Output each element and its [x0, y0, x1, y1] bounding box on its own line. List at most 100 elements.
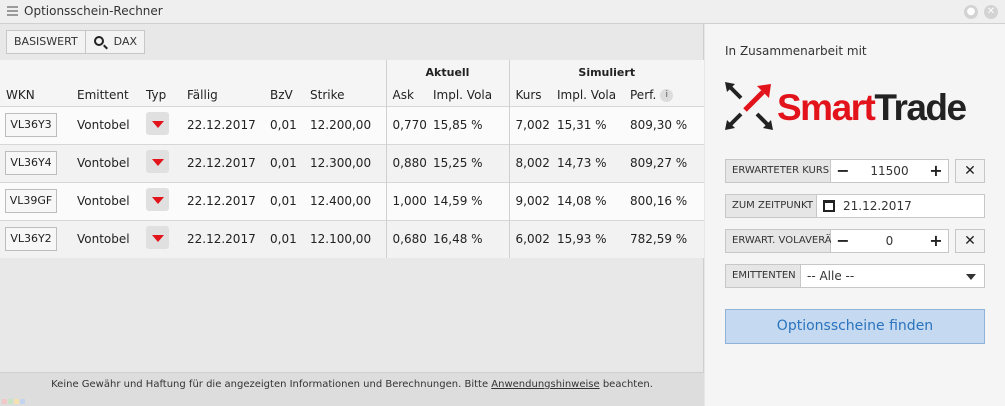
col-header-ask: Ask [385, 84, 433, 106]
date-row: ZUM ZEITPUNKT 21.12.2017 [725, 194, 985, 218]
col-header-impl-vola: Impl. Vola [433, 84, 509, 106]
emittent-cell: Vontobel [77, 181, 146, 220]
expected-price-value[interactable]: 11500 [870, 164, 909, 178]
plus-icon[interactable]: + [929, 231, 943, 250]
underlying-label: DAX [113, 35, 138, 48]
col-header-kurs: Kurs [508, 84, 557, 106]
col-header-sim-vola: Impl. Vola [557, 84, 630, 106]
table-row: VL36Y2 Vontobel 22.12.2017 0,01 12.100,00 0,6… [0, 219, 704, 258]
date-value[interactable]: 21.12.2017 [843, 199, 912, 213]
search-icon [93, 36, 104, 46]
date-label: ZUM ZEITPUNKT [725, 194, 817, 218]
col-header-bzv: BzV [270, 84, 310, 106]
disclaimer-text-end: beachten. [599, 379, 653, 390]
underlying-search-button[interactable]: DAX [85, 30, 146, 54]
vola-row: ERWART. VOLAVERÄND. % − 0 + [725, 229, 949, 253]
col-header-perf: Perf. i [630, 84, 704, 106]
bzv-cell: 0,01 [270, 219, 310, 258]
sim-vola-cell: 14,08 % [557, 181, 630, 220]
kurs-cell: 6,002 [508, 219, 557, 258]
impl-vola-cell: 15,25 % [433, 143, 509, 182]
settings-icon[interactable]: ● [964, 5, 978, 19]
ask-cell: 0,770 [385, 105, 433, 144]
perf-cell: 800,16 % [630, 181, 704, 220]
faellig-cell: 22.12.2017 [187, 219, 270, 258]
sim-vola-cell: 15,31 % [557, 105, 630, 144]
find-warrants-button[interactable]: Optionsscheine finden [725, 309, 985, 344]
strike-cell: 12.300,00 [310, 143, 386, 182]
table-row: VL36Y3 Vontobel 22.12.2017 0,01 12.200,00 0,7… [0, 105, 704, 144]
perf-cell: 782,59 % [630, 219, 704, 258]
strike-cell: 12.100,00 [310, 219, 386, 258]
put-type-icon[interactable] [146, 112, 169, 135]
col-header-typ: Typ [146, 84, 187, 106]
col-header-emittent: Emittent [77, 84, 146, 106]
close-icon[interactable]: ✕ [984, 5, 998, 19]
results-panel: BASISWERT DAX Aktuell Simuliert WKN Emit… [0, 24, 704, 406]
toolbar: BASISWERT DAX [6, 30, 146, 54]
emittenten-row: EMITTENTEN -- Alle -- [725, 264, 985, 288]
put-type-icon[interactable] [146, 188, 169, 211]
minus-icon[interactable]: − [836, 231, 850, 250]
svg-text:SmartTrade: SmartTrade [777, 87, 967, 128]
calendar-icon[interactable] [823, 200, 835, 212]
put-type-icon[interactable] [146, 150, 169, 173]
plus-icon[interactable]: + [929, 161, 943, 180]
kurs-cell: 8,002 [508, 143, 557, 182]
results-table: Aktuell Simuliert WKN Emittent Typ Fälli… [0, 60, 704, 258]
basiswert-button[interactable]: BASISWERT [6, 30, 86, 54]
emittent-cell: Vontobel [77, 105, 146, 144]
table-row: VL39GF Vontobel 22.12.2017 0,01 12.400,00 1,0… [0, 181, 704, 220]
kurs-cell: 9,002 [508, 181, 557, 220]
sim-vola-cell: 14,73 % [557, 143, 630, 182]
sim-vola-cell: 15,93 % [557, 219, 630, 258]
minus-icon[interactable]: − [836, 161, 850, 180]
group-header-aktuell: Aktuell [385, 60, 509, 84]
expected-price-label: ERWARTETER KURS [725, 159, 831, 183]
expected-price-stepper[interactable]: − 11500 + [831, 159, 949, 183]
window-title: Optionsschein-Rechner [24, 4, 163, 18]
impl-vola-cell: 14,59 % [433, 181, 509, 220]
col-header-strike: Strike [310, 84, 386, 106]
vola-label: ERWART. VOLAVERÄND. % [725, 229, 863, 253]
perf-cell: 809,30 % [630, 105, 704, 144]
col-header-faellig: Fällig [187, 84, 270, 106]
vola-value[interactable]: 0 [885, 234, 894, 248]
clear-vola-button[interactable]: ✕ [955, 229, 985, 253]
bzv-cell: 0,01 [270, 181, 310, 220]
emittenten-value: -- Alle -- [807, 269, 855, 283]
strike-cell: 12.400,00 [310, 181, 386, 220]
kurs-cell: 7,002 [508, 105, 557, 144]
calculator-panel: In Zusammenarbeit mit SmartTrade ERWARTE… [705, 24, 1005, 406]
title-bar: Optionsschein-Rechner ● ✕ [0, 0, 1005, 24]
chevron-down-icon [966, 274, 976, 280]
wkn-button[interactable]: VL36Y4 [5, 151, 57, 175]
menu-icon[interactable] [7, 6, 18, 17]
expected-price-row: ERWARTETER KURS − 11500 + [725, 159, 949, 183]
put-type-icon[interactable] [146, 226, 169, 250]
emittenten-select[interactable]: -- Alle -- [801, 264, 985, 288]
emittenten-label: EMITTENTEN [725, 264, 801, 288]
smarttrade-logo: SmartTrade [725, 79, 985, 137]
ask-cell: 1,000 [385, 181, 433, 220]
perf-cell: 809,27 % [630, 143, 704, 182]
group-header-simuliert: Simuliert [508, 60, 704, 84]
impl-vola-cell: 16,48 % [433, 219, 509, 258]
faellig-cell: 22.12.2017 [187, 181, 270, 220]
wkn-button[interactable]: VL39GF [5, 189, 57, 213]
bzv-cell: 0,01 [270, 105, 310, 144]
bzv-cell: 0,01 [270, 143, 310, 182]
vola-stepper[interactable]: − 0 + [831, 229, 949, 253]
col-header-perf-label: Perf. [630, 87, 657, 102]
date-field[interactable]: 21.12.2017 [817, 194, 985, 218]
emittent-cell: Vontobel [77, 219, 146, 258]
clear-price-button[interactable]: ✕ [955, 159, 985, 183]
table-row: VL36Y4 Vontobel 22.12.2017 0,01 12.300,00 0,8… [0, 143, 704, 182]
disclaimer-link[interactable]: Anwendungshinweise [491, 379, 600, 390]
emittent-cell: Vontobel [77, 143, 146, 182]
info-icon[interactable]: i [660, 88, 674, 102]
wkn-button[interactable]: VL36Y3 [5, 113, 57, 137]
wkn-button[interactable]: VL36Y2 [5, 227, 57, 252]
col-header-wkn: WKN [0, 84, 77, 106]
strike-cell: 12.200,00 [310, 105, 386, 144]
